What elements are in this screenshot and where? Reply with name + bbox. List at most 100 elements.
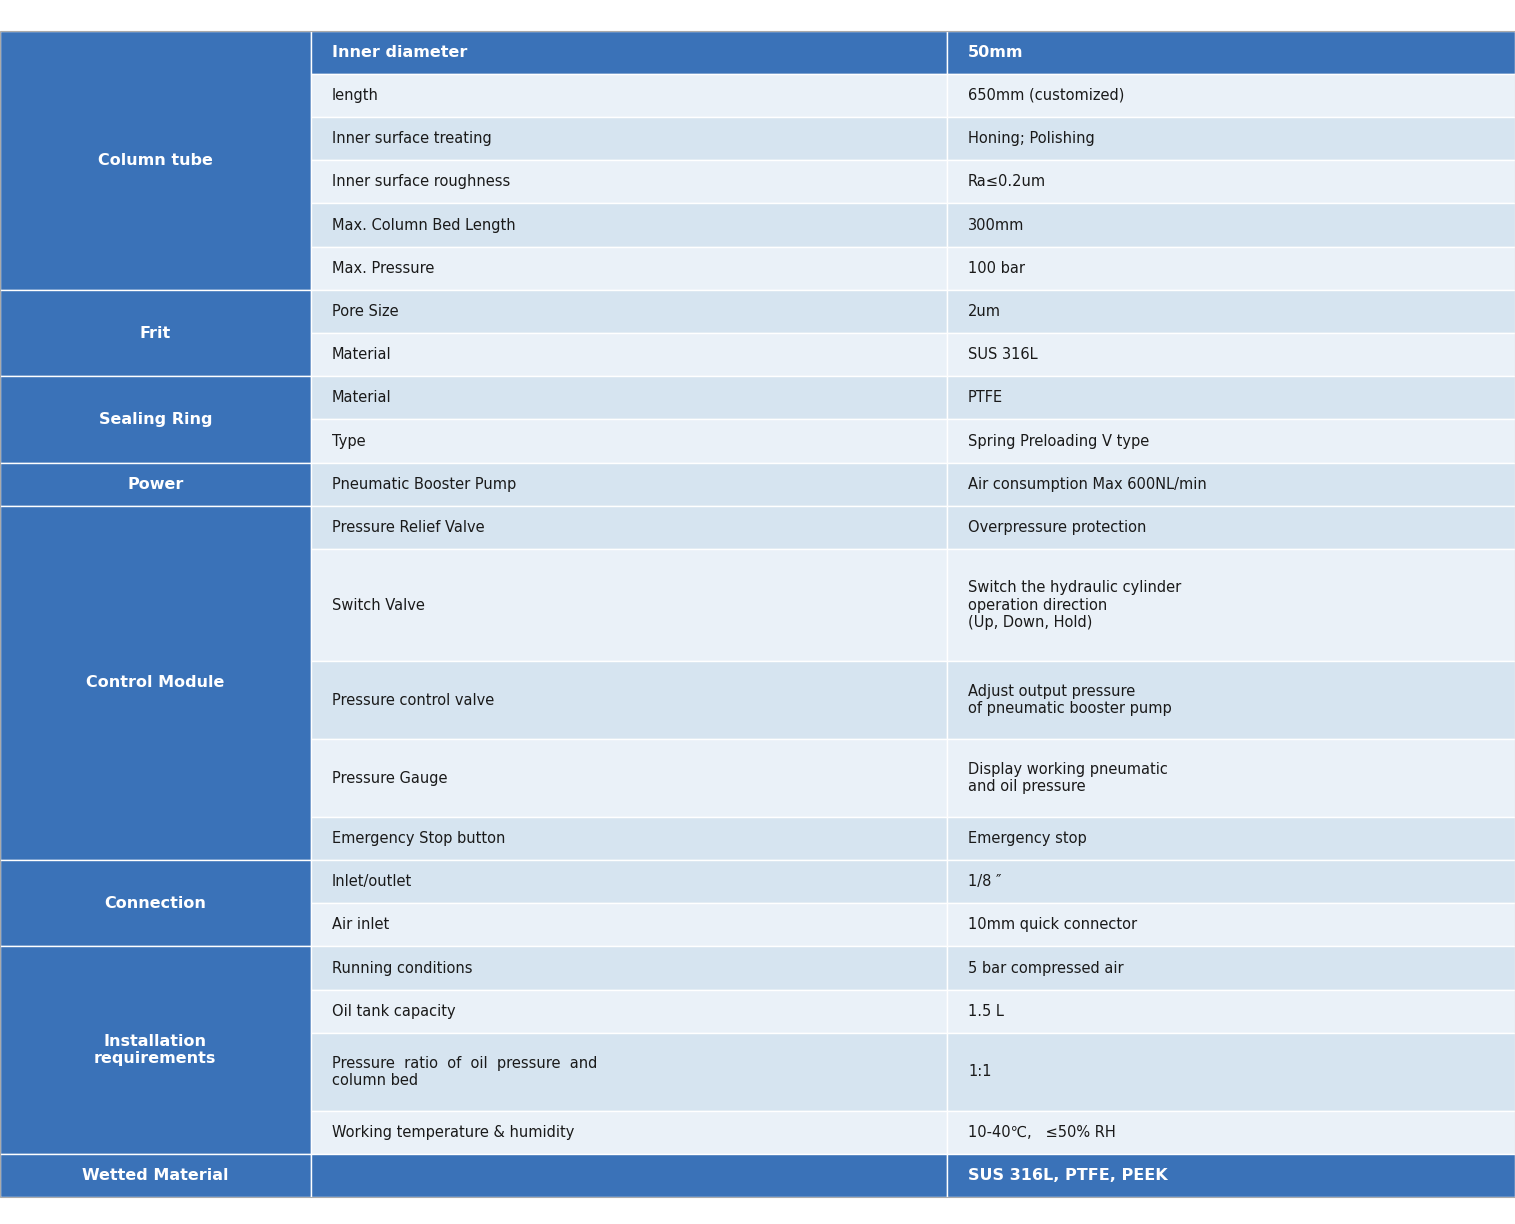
Bar (311, 73, 947, 118)
Text: Switch Valve: Switch Valve (332, 597, 424, 613)
Text: PTFE: PTFE (968, 390, 1003, 405)
Text: Pressure control valve: Pressure control valve (332, 693, 494, 707)
Text: Control Module: Control Module (86, 676, 224, 690)
Bar (947, 1110, 1515, 1154)
Text: Switch the hydraulic cylinder
operation direction
(Up, Down, Hold): Switch the hydraulic cylinder operation … (968, 580, 1182, 630)
Text: 300mm: 300mm (968, 218, 1024, 233)
Bar (311, 376, 947, 420)
Bar (947, 860, 1515, 903)
Text: Emergency stop: Emergency stop (968, 831, 1086, 846)
Text: Air inlet: Air inlet (332, 918, 389, 933)
Text: Pressure Gauge: Pressure Gauge (332, 770, 447, 786)
Text: Connection: Connection (105, 896, 206, 911)
Text: Honing; Polishing: Honing; Polishing (968, 131, 1095, 146)
Bar (947, 661, 1515, 739)
Text: Oil tank capacity: Oil tank capacity (332, 1004, 456, 1018)
Bar (311, 661, 947, 739)
Bar (947, 946, 1515, 990)
Bar (947, 376, 1515, 420)
Bar (0, 31, 311, 290)
Bar (311, 420, 947, 463)
Bar (947, 903, 1515, 946)
Bar (947, 463, 1515, 506)
Text: 5 bar compressed air: 5 bar compressed air (968, 961, 1124, 976)
Text: Inner diameter: Inner diameter (332, 45, 467, 60)
Bar (947, 739, 1515, 816)
Text: 1.5 L: 1.5 L (968, 1004, 1004, 1018)
Text: Frit: Frit (139, 326, 171, 340)
Text: Material: Material (332, 348, 391, 362)
Bar (947, 506, 1515, 550)
Text: Wetted Material: Wetted Material (82, 1168, 229, 1182)
Text: SUS 316L, PTFE, PEEK: SUS 316L, PTFE, PEEK (968, 1168, 1168, 1182)
Bar (0, 1154, 311, 1197)
Bar (311, 1110, 947, 1154)
Bar (311, 160, 947, 203)
Text: Column tube: Column tube (98, 153, 212, 168)
Text: 650mm (customized): 650mm (customized) (968, 88, 1124, 103)
Text: Inner surface roughness: Inner surface roughness (332, 174, 511, 190)
Text: SUS 316L: SUS 316L (968, 348, 1038, 362)
Text: Pneumatic Booster Pump: Pneumatic Booster Pump (332, 476, 517, 492)
Bar (0, 463, 311, 506)
Text: Max. Pressure: Max. Pressure (332, 261, 435, 275)
Bar (311, 333, 947, 376)
Bar (0, 506, 311, 860)
Bar (0, 290, 311, 376)
Text: Emergency Stop button: Emergency Stop button (332, 831, 504, 846)
Text: Display working pneumatic
and oil pressure: Display working pneumatic and oil pressu… (968, 761, 1168, 794)
Bar (947, 1154, 1515, 1197)
Bar (311, 246, 947, 290)
Text: 10mm quick connector: 10mm quick connector (968, 918, 1138, 933)
Text: 100 bar: 100 bar (968, 261, 1026, 275)
Text: Inner surface treating: Inner surface treating (332, 131, 491, 146)
Text: Pressure  ratio  of  oil  pressure  and
column bed: Pressure ratio of oil pressure and colum… (332, 1055, 597, 1088)
Text: 2um: 2um (968, 304, 1001, 319)
Text: Working temperature & humidity: Working temperature & humidity (332, 1125, 574, 1140)
Bar (947, 550, 1515, 661)
Text: Max. Column Bed Length: Max. Column Bed Length (332, 218, 515, 233)
Bar (0, 946, 311, 1154)
Text: Power: Power (127, 476, 183, 492)
Bar (947, 333, 1515, 376)
Bar (311, 31, 947, 73)
Bar (311, 903, 947, 946)
Bar (947, 816, 1515, 860)
Text: Ra≤0.2um: Ra≤0.2um (968, 174, 1047, 190)
Text: length: length (332, 88, 379, 103)
Text: 1:1: 1:1 (968, 1065, 992, 1080)
Text: Installation
requirements: Installation requirements (94, 1034, 217, 1066)
Bar (311, 550, 947, 661)
Text: Adjust output pressure
of pneumatic booster pump: Adjust output pressure of pneumatic boos… (968, 684, 1171, 716)
Bar (311, 739, 947, 816)
Bar (947, 420, 1515, 463)
Bar (311, 860, 947, 903)
Text: Overpressure protection: Overpressure protection (968, 520, 1147, 535)
Bar (311, 290, 947, 333)
Bar (311, 946, 947, 990)
Bar (947, 290, 1515, 333)
Bar (311, 118, 947, 160)
Text: Air consumption Max 600NL/min: Air consumption Max 600NL/min (968, 476, 1207, 492)
Bar (947, 118, 1515, 160)
Text: 50mm: 50mm (968, 45, 1024, 60)
Bar (311, 203, 947, 246)
Text: Spring Preloading V type: Spring Preloading V type (968, 433, 1150, 448)
Bar (311, 506, 947, 550)
Bar (311, 816, 947, 860)
Bar (947, 246, 1515, 290)
Bar (311, 990, 947, 1033)
Bar (311, 1033, 947, 1110)
Text: Pore Size: Pore Size (332, 304, 398, 319)
Bar (0, 376, 311, 463)
Text: Pressure Relief Valve: Pressure Relief Valve (332, 520, 485, 535)
Bar (947, 990, 1515, 1033)
Bar (311, 463, 947, 506)
Text: 10-40℃,   ≤50% RH: 10-40℃, ≤50% RH (968, 1125, 1117, 1140)
Text: Sealing Ring: Sealing Ring (98, 412, 212, 427)
Bar (311, 1154, 947, 1197)
Bar (947, 203, 1515, 246)
Bar (947, 73, 1515, 118)
Text: 1/8 ″: 1/8 ″ (968, 874, 1001, 889)
Bar (947, 1033, 1515, 1110)
